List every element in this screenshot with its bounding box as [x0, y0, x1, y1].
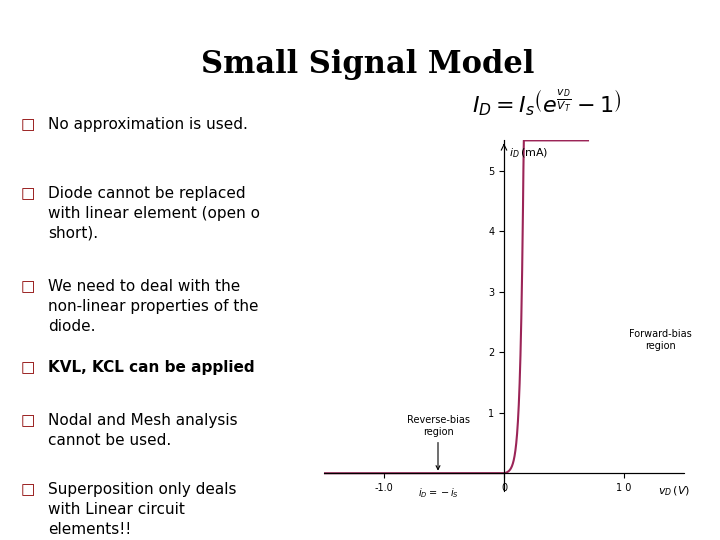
Text: KVL, KCL can be applied: KVL, KCL can be applied: [48, 361, 255, 375]
Text: □: □: [21, 361, 35, 375]
Text: □: □: [21, 482, 35, 497]
Text: Diode cannot be replaced
with linear element (open o
short).: Diode cannot be replaced with linear ele…: [48, 186, 261, 241]
Text: We need to deal with the
non-linear properties of the
diode.: We need to deal with the non-linear prop…: [48, 280, 259, 334]
Text: Small Signal Model: Small Signal Model: [200, 49, 534, 80]
Text: □: □: [21, 186, 35, 201]
Text: Nodal and Mesh analysis
cannot be used.: Nodal and Mesh analysis cannot be used.: [48, 413, 238, 448]
Text: No approximation is used.: No approximation is used.: [48, 117, 248, 132]
Text: Superposition only deals
with Linear circuit
elements!!: Superposition only deals with Linear cir…: [48, 482, 237, 537]
Text: $i_D\,(\mathrm{mA})$: $i_D\,(\mathrm{mA})$: [509, 146, 548, 160]
Text: Reverse-bias
region: Reverse-bias region: [407, 415, 469, 469]
Text: □: □: [21, 280, 35, 294]
Text: □: □: [21, 413, 35, 428]
Text: □: □: [21, 117, 35, 132]
Text: $v_D\,(V)$: $v_D\,(V)$: [658, 484, 690, 498]
Text: $I_D = I_s\left(e^{\frac{v_D}{V_T}} - 1\right)$: $I_D = I_s\left(e^{\frac{v_D}{V_T}} - 1\…: [472, 87, 622, 118]
Text: Forward-bias
region: Forward-bias region: [629, 329, 691, 351]
Text: $i_D = -i_S$: $i_D = -i_S$: [418, 487, 459, 501]
